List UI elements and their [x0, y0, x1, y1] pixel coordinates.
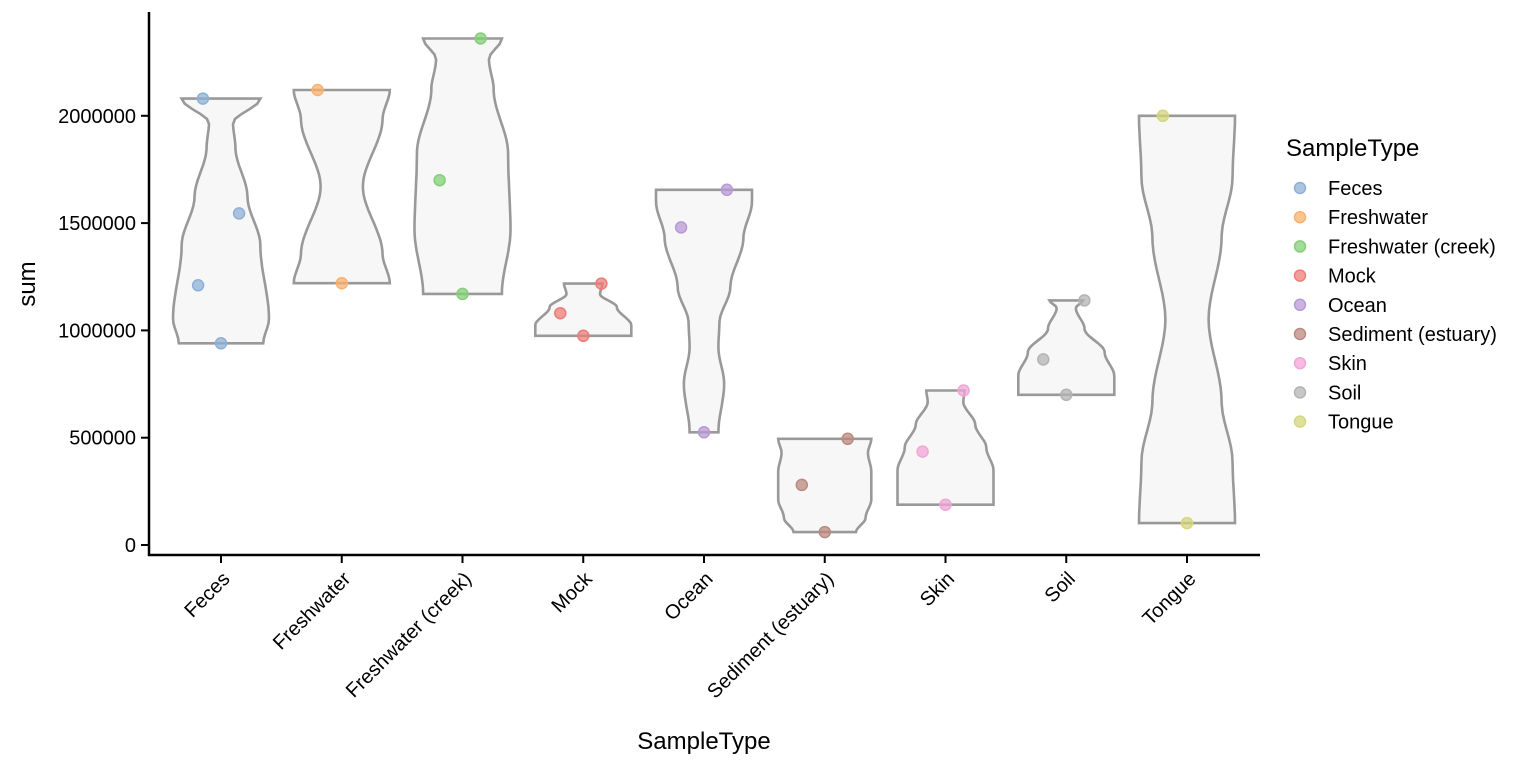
legend-key-ocean — [1293, 298, 1307, 312]
y-axis-title: sum — [14, 261, 41, 306]
point-freshwater-creek-1 — [474, 32, 487, 45]
legend-label-freshwater-creek: Freshwater (creek) — [1328, 236, 1496, 258]
x-tick-label-sediment-estuary: Sediment (estuary) — [703, 568, 838, 703]
violin-sediment-estuary — [776, 437, 873, 534]
x-tick-label-freshwater: Freshwater — [269, 568, 356, 655]
x-tick-label-freshwater-creek: Freshwater (creek) — [342, 568, 476, 702]
x-tick-label-feces: Feces — [180, 568, 234, 622]
point-mock-3 — [577, 329, 590, 343]
legend-key-freshwater-creek — [1293, 240, 1307, 253]
legend-label-ocean: Ocean — [1328, 295, 1387, 317]
violin-skin — [896, 389, 995, 506]
violin-ocean — [654, 188, 754, 434]
legend-key-tongue — [1293, 415, 1307, 428]
point-sediment-estuary-2 — [795, 478, 809, 492]
y-tick-label: 500000 — [69, 428, 136, 450]
x-tick-label-mock: Mock — [547, 567, 597, 617]
point-soil-3 — [1060, 388, 1073, 402]
point-feces-4 — [214, 337, 228, 350]
x-tick-label-soil: Soil — [1041, 568, 1080, 607]
violin-freshwater-creek — [413, 37, 512, 296]
point-freshwater-2 — [335, 276, 349, 290]
legend-key-soil — [1293, 386, 1307, 399]
violin-mock — [534, 282, 633, 338]
point-ocean-1 — [720, 183, 734, 197]
point-soil-2 — [1037, 353, 1050, 366]
point-skin-1 — [957, 384, 970, 397]
point-freshwater-1 — [311, 83, 324, 97]
legend-label-tongue: Tongue — [1328, 412, 1394, 434]
legend-key-skin — [1293, 356, 1307, 370]
point-tongue-2 — [1180, 516, 1194, 530]
point-tongue-1 — [1156, 109, 1170, 123]
point-skin-3 — [939, 498, 952, 511]
legend-label-feces: Feces — [1328, 178, 1382, 200]
point-feces-1 — [196, 92, 210, 105]
y-tick-label: 1000000 — [58, 320, 136, 342]
y-ticks: 0 500000 1000000 1500000 2000000 — [58, 106, 149, 557]
point-feces-2 — [232, 207, 246, 220]
point-ocean-3 — [697, 426, 711, 439]
legend-title: SampleType — [1286, 135, 1419, 162]
point-mock-1 — [595, 277, 608, 290]
y-tick-label: 2000000 — [58, 106, 136, 128]
x-tick-label-ocean: Ocean — [660, 568, 717, 625]
y-tick-label: 0 — [125, 535, 136, 557]
point-mock-2 — [554, 306, 567, 320]
legend-key-feces — [1293, 181, 1307, 195]
point-freshwater-creek-2 — [433, 173, 446, 187]
point-soil-1 — [1078, 294, 1091, 307]
point-freshwater-creek-3 — [456, 287, 469, 301]
violins-layer — [171, 37, 1237, 534]
violin-freshwater — [292, 88, 392, 285]
violin-tongue — [1137, 114, 1237, 525]
point-sediment-estuary-1 — [841, 432, 854, 446]
point-ocean-2 — [674, 221, 688, 234]
points-layer — [191, 32, 1194, 539]
legend: SampleType Feces Freshwater Freshwater (cr… — [1286, 135, 1497, 434]
legend-key-mock — [1293, 269, 1307, 282]
legend-key-freshwater — [1293, 210, 1307, 224]
x-axis-title: SampleType — [637, 728, 770, 755]
legend-label-soil: Soil — [1328, 382, 1361, 404]
legend-key-sediment-estuary — [1293, 327, 1307, 341]
legend-label-skin: Skin — [1328, 353, 1367, 375]
legend-items: Feces Freshwater Freshwater (creek) Mock Oce… — [1293, 178, 1497, 434]
point-sediment-estuary-3 — [818, 525, 832, 539]
violin-soil — [1017, 299, 1116, 397]
point-skin-2 — [916, 445, 929, 458]
legend-label-mock: Mock — [1328, 266, 1377, 288]
legend-label-sediment-estuary: Sediment (estuary) — [1328, 324, 1497, 346]
x-tick-label-skin: Skin — [916, 568, 959, 611]
violin-feces — [171, 97, 271, 345]
point-feces-3 — [191, 279, 205, 292]
x-tick-label-tongue: Tongue — [1139, 568, 1201, 630]
y-tick-label: 1500000 — [58, 213, 136, 235]
legend-label-freshwater: Freshwater — [1328, 207, 1428, 229]
